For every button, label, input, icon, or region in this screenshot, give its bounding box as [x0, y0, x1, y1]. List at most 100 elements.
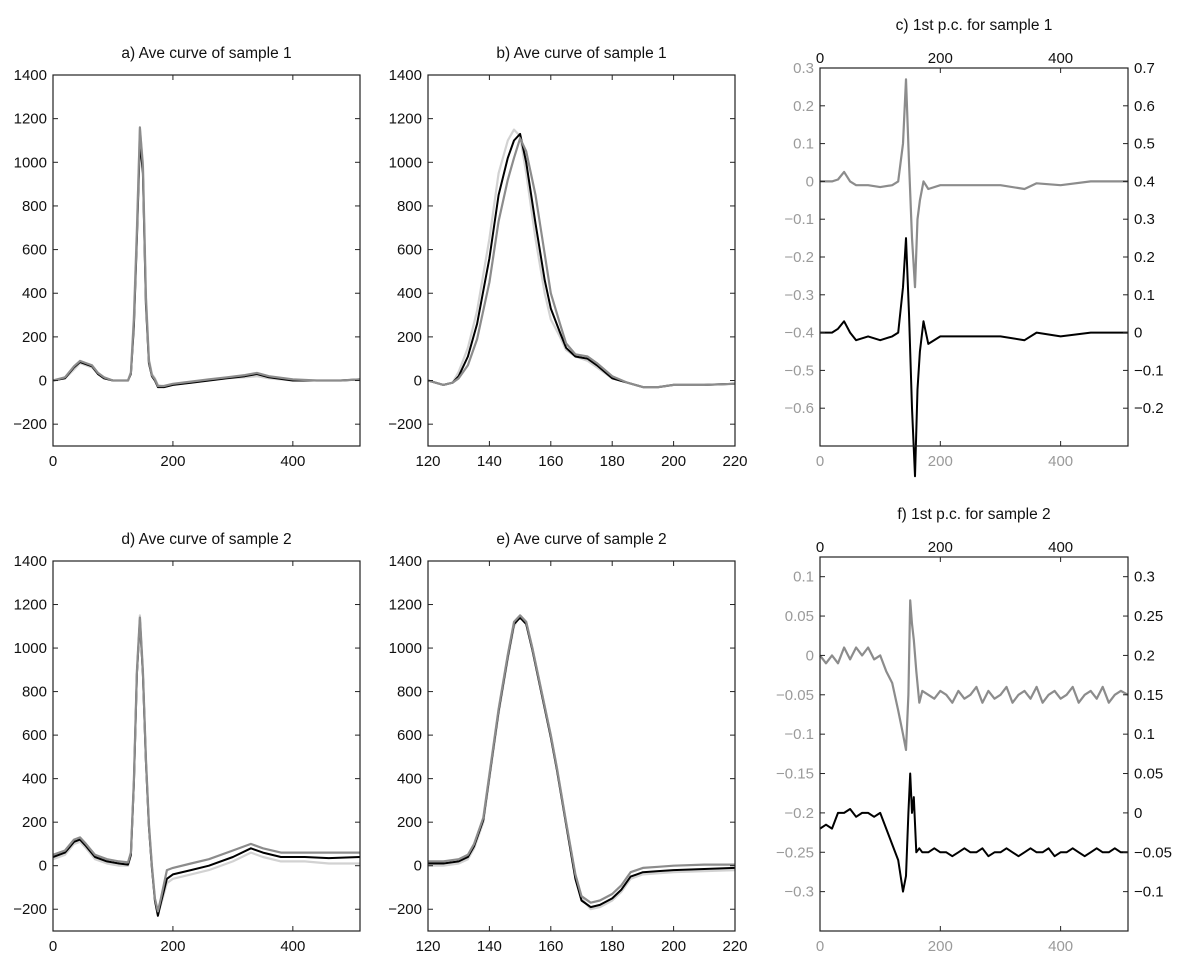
- y-tick-label: −0.3: [784, 287, 814, 304]
- panel-title: c) 1st p.c. for sample 1: [896, 17, 1053, 34]
- x-tick-label: 0: [49, 938, 57, 955]
- x-tick-label: 180: [600, 938, 625, 955]
- y-tick-label: 600: [22, 242, 47, 259]
- y-tick-label: 1200: [389, 111, 422, 128]
- y-tick-label: 600: [397, 727, 422, 744]
- x-tick-label: 0: [816, 938, 824, 955]
- x-tick-label: 200: [928, 938, 953, 955]
- x-tick-label-top: 200: [928, 539, 953, 556]
- axes-frame: [819, 556, 1129, 932]
- y-tick-label: 400: [22, 771, 47, 788]
- y-tick-label: −200: [388, 416, 422, 433]
- x-tick-label: 220: [722, 453, 747, 470]
- axes-frame: [52, 74, 361, 447]
- y-tick-label: 1400: [14, 67, 47, 84]
- x-tick-label: 160: [538, 453, 563, 470]
- y-tick-label: −0.2: [784, 249, 814, 266]
- y-tick-label: 1400: [389, 67, 422, 84]
- y-tick-label: 400: [22, 285, 47, 302]
- x-tick-label: 200: [928, 453, 953, 470]
- y-tick-label: 0: [39, 858, 47, 875]
- y-tick-label-right: 0.7: [1134, 60, 1155, 77]
- y-tick-label: 600: [22, 727, 47, 744]
- y-tick-label-right: −0.1: [1134, 884, 1164, 901]
- y-tick-label-right: 0.1: [1134, 726, 1155, 743]
- y-tick-label: 1400: [14, 553, 47, 570]
- y-tick-label: 200: [22, 329, 47, 346]
- axes-frame: [819, 67, 1129, 447]
- y-tick-label: 1200: [389, 597, 422, 614]
- y-tick-label-right: −0.05: [1134, 844, 1172, 861]
- y-tick-label: 800: [22, 684, 47, 701]
- y-tick-label-right: −0.2: [1134, 400, 1164, 417]
- y-tick-label: 1000: [14, 154, 47, 171]
- y-tick-label-right: 0.05: [1134, 766, 1163, 783]
- y-tick-label: 0: [414, 373, 422, 390]
- y-tick-label: −0.4: [784, 325, 814, 342]
- panel-a: a) Ave curve of sample 1 0 200 400 −200 0 200 4…: [13, 45, 361, 470]
- y-tick-label: 0: [806, 173, 814, 190]
- y-tick-label: −0.1: [784, 726, 814, 743]
- x-tick-label-top: 0: [816, 50, 824, 67]
- y-tick-label: 1200: [14, 111, 47, 128]
- y-tick-label: 200: [22, 814, 47, 831]
- y-tick-label-right: 0.15: [1134, 687, 1163, 704]
- y-tick-label: −0.1: [784, 211, 814, 228]
- axes-frame: [52, 560, 361, 932]
- y-tick-label: 800: [22, 198, 47, 215]
- y-tick-label: 600: [397, 242, 422, 259]
- y-tick-label: 400: [397, 285, 422, 302]
- y-tick-label-right: 0.3: [1134, 569, 1155, 586]
- x-tick-label: 200: [661, 938, 686, 955]
- series-line-1: [820, 78, 1128, 289]
- panel-title: a) Ave curve of sample 1: [121, 45, 291, 62]
- y-tick-label-right: 0: [1134, 325, 1142, 342]
- y-tick-label: 0.1: [793, 136, 814, 153]
- y-tick-label-right: −0.1: [1134, 362, 1164, 379]
- y-tick-label: −0.15: [776, 766, 814, 783]
- y-tick-label: −200: [388, 901, 422, 918]
- panel-f: f) 1st p.c. for sample 2 0 0 200 200 400 400 −0…: [776, 506, 1172, 955]
- y-tick-label-right: 0.6: [1134, 98, 1155, 115]
- x-tick-label: 180: [600, 453, 625, 470]
- y-tick-label: −0.5: [784, 362, 814, 379]
- series-line-3: [52, 616, 360, 913]
- y-tick-label: 0: [414, 858, 422, 875]
- x-tick-label: 0: [49, 453, 57, 470]
- x-tick-label: 400: [1048, 938, 1073, 955]
- series-line-2: [820, 237, 1128, 478]
- x-tick-label: 120: [415, 938, 440, 955]
- x-tick-label: 160: [538, 938, 563, 955]
- panel-d: d) Ave curve of sample 2 0 200 400 −200 0 200 4…: [13, 531, 361, 955]
- x-tick-label: 120: [415, 453, 440, 470]
- y-tick-label: 0.3: [793, 60, 814, 77]
- y-tick-label: 800: [397, 684, 422, 701]
- y-tick-label-right: 0.2: [1134, 647, 1155, 664]
- y-tick-label-right: 0.2: [1134, 249, 1155, 266]
- y-tick-label: 0.05: [785, 608, 814, 625]
- y-tick-label: −200: [13, 416, 47, 433]
- y-tick-label-right: 0.4: [1134, 173, 1155, 190]
- series-line-3: [52, 126, 361, 388]
- x-tick-label: 140: [477, 938, 502, 955]
- series-line-1: [52, 128, 361, 389]
- series-line-1: [52, 614, 360, 915]
- panel-b: b) Ave curve of sample 1 120 140 160 180 200 2…: [388, 45, 747, 470]
- x-tick-label: 0: [816, 453, 824, 470]
- x-tick-label: 200: [661, 453, 686, 470]
- y-tick-label: 1400: [389, 553, 422, 570]
- y-tick-label-right: 0: [1134, 805, 1142, 822]
- y-tick-label: 200: [397, 814, 422, 831]
- series-line-2: [819, 772, 1128, 893]
- x-tick-label: 140: [477, 453, 502, 470]
- x-tick-label: 220: [722, 938, 747, 955]
- panel-title: d) Ave curve of sample 2: [121, 531, 291, 548]
- y-tick-label-right: 0.3: [1134, 211, 1155, 228]
- y-tick-label: −0.6: [784, 400, 814, 417]
- y-tick-label: 0: [39, 373, 47, 390]
- y-tick-label: 1000: [389, 640, 422, 657]
- y-tick-label: 400: [397, 771, 422, 788]
- y-tick-label: −0.3: [784, 884, 814, 901]
- y-tick-label-right: 0.5: [1134, 136, 1155, 153]
- y-tick-label: 1000: [389, 154, 422, 171]
